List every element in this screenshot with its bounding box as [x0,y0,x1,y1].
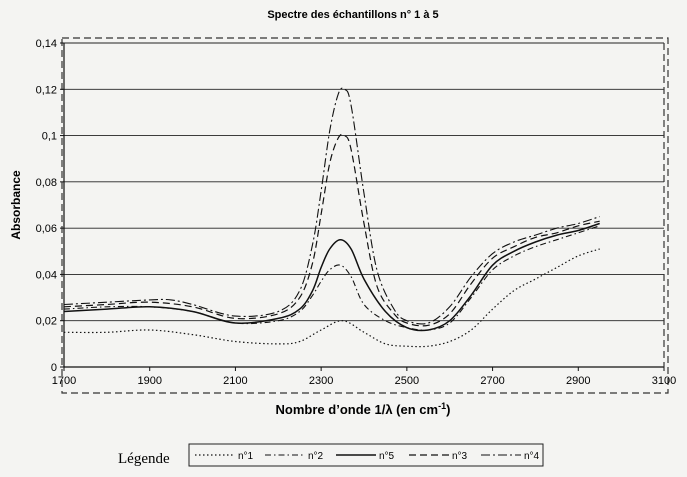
series-line-2 [63,225,600,331]
legend-box [188,443,544,467]
legend-entry: n°2 [308,451,324,462]
y-tick-label: 0,1 [42,131,57,143]
y-tick-label: 0 [51,362,57,374]
series-line-1 [63,248,600,348]
x-tick-label: 1700 [52,375,76,387]
y-tick-label: 0,02 [36,316,57,328]
legend-entry: n°5 [379,451,395,462]
y-axis-label: Absorbance [9,170,23,240]
x-axis-label-main: Nombre d’onde 1/λ (en cm [276,402,439,417]
y-tick-labels: 0 0,02 0,04 0,06 0,08 0,1 0,12 0,14 [36,38,64,374]
y-tick-label: 0,08 [36,177,57,189]
legend-entry: n°3 [452,451,468,462]
y-tick-label: 0,14 [36,38,57,50]
x-tick-label: 1900 [137,375,161,387]
y-tick-label: 0,04 [36,269,57,281]
x-axis-label: Nombre d’onde 1/λ (en cm-1) [276,401,451,417]
x-tick-label: 2700 [480,375,504,387]
x-axis-label-end: ) [446,402,450,417]
series-line-4 [63,133,600,327]
x-tick-label: 2300 [309,375,333,387]
legend: n°1 n°2 n°5 n°3 n°4 [195,451,540,462]
legend-title: Légende [118,451,170,467]
series-lines [63,87,600,348]
y-tick-label: 0,12 [36,84,57,96]
x-tick-label: 2500 [395,375,419,387]
series-line-3 [63,222,600,332]
legend-entry: n°1 [238,451,254,462]
chart-title: Spectre des échantillons n° 1 à 5 [267,9,438,21]
outer-border [61,37,669,394]
y-tick-label: 0,06 [36,223,57,235]
x-tick-label: 2900 [566,375,590,387]
axes [63,43,665,368]
x-tick-label: 2100 [223,375,247,387]
grid [64,42,664,368]
x-axis-label-sup: -1 [438,401,446,411]
x-tick-label: 3100 [652,375,676,387]
x-tick-labels: 1700 1900 2100 2300 2500 2700 2900 3100 [52,367,676,387]
legend-entry: n°4 [524,451,540,462]
series-line-5 [63,87,600,325]
